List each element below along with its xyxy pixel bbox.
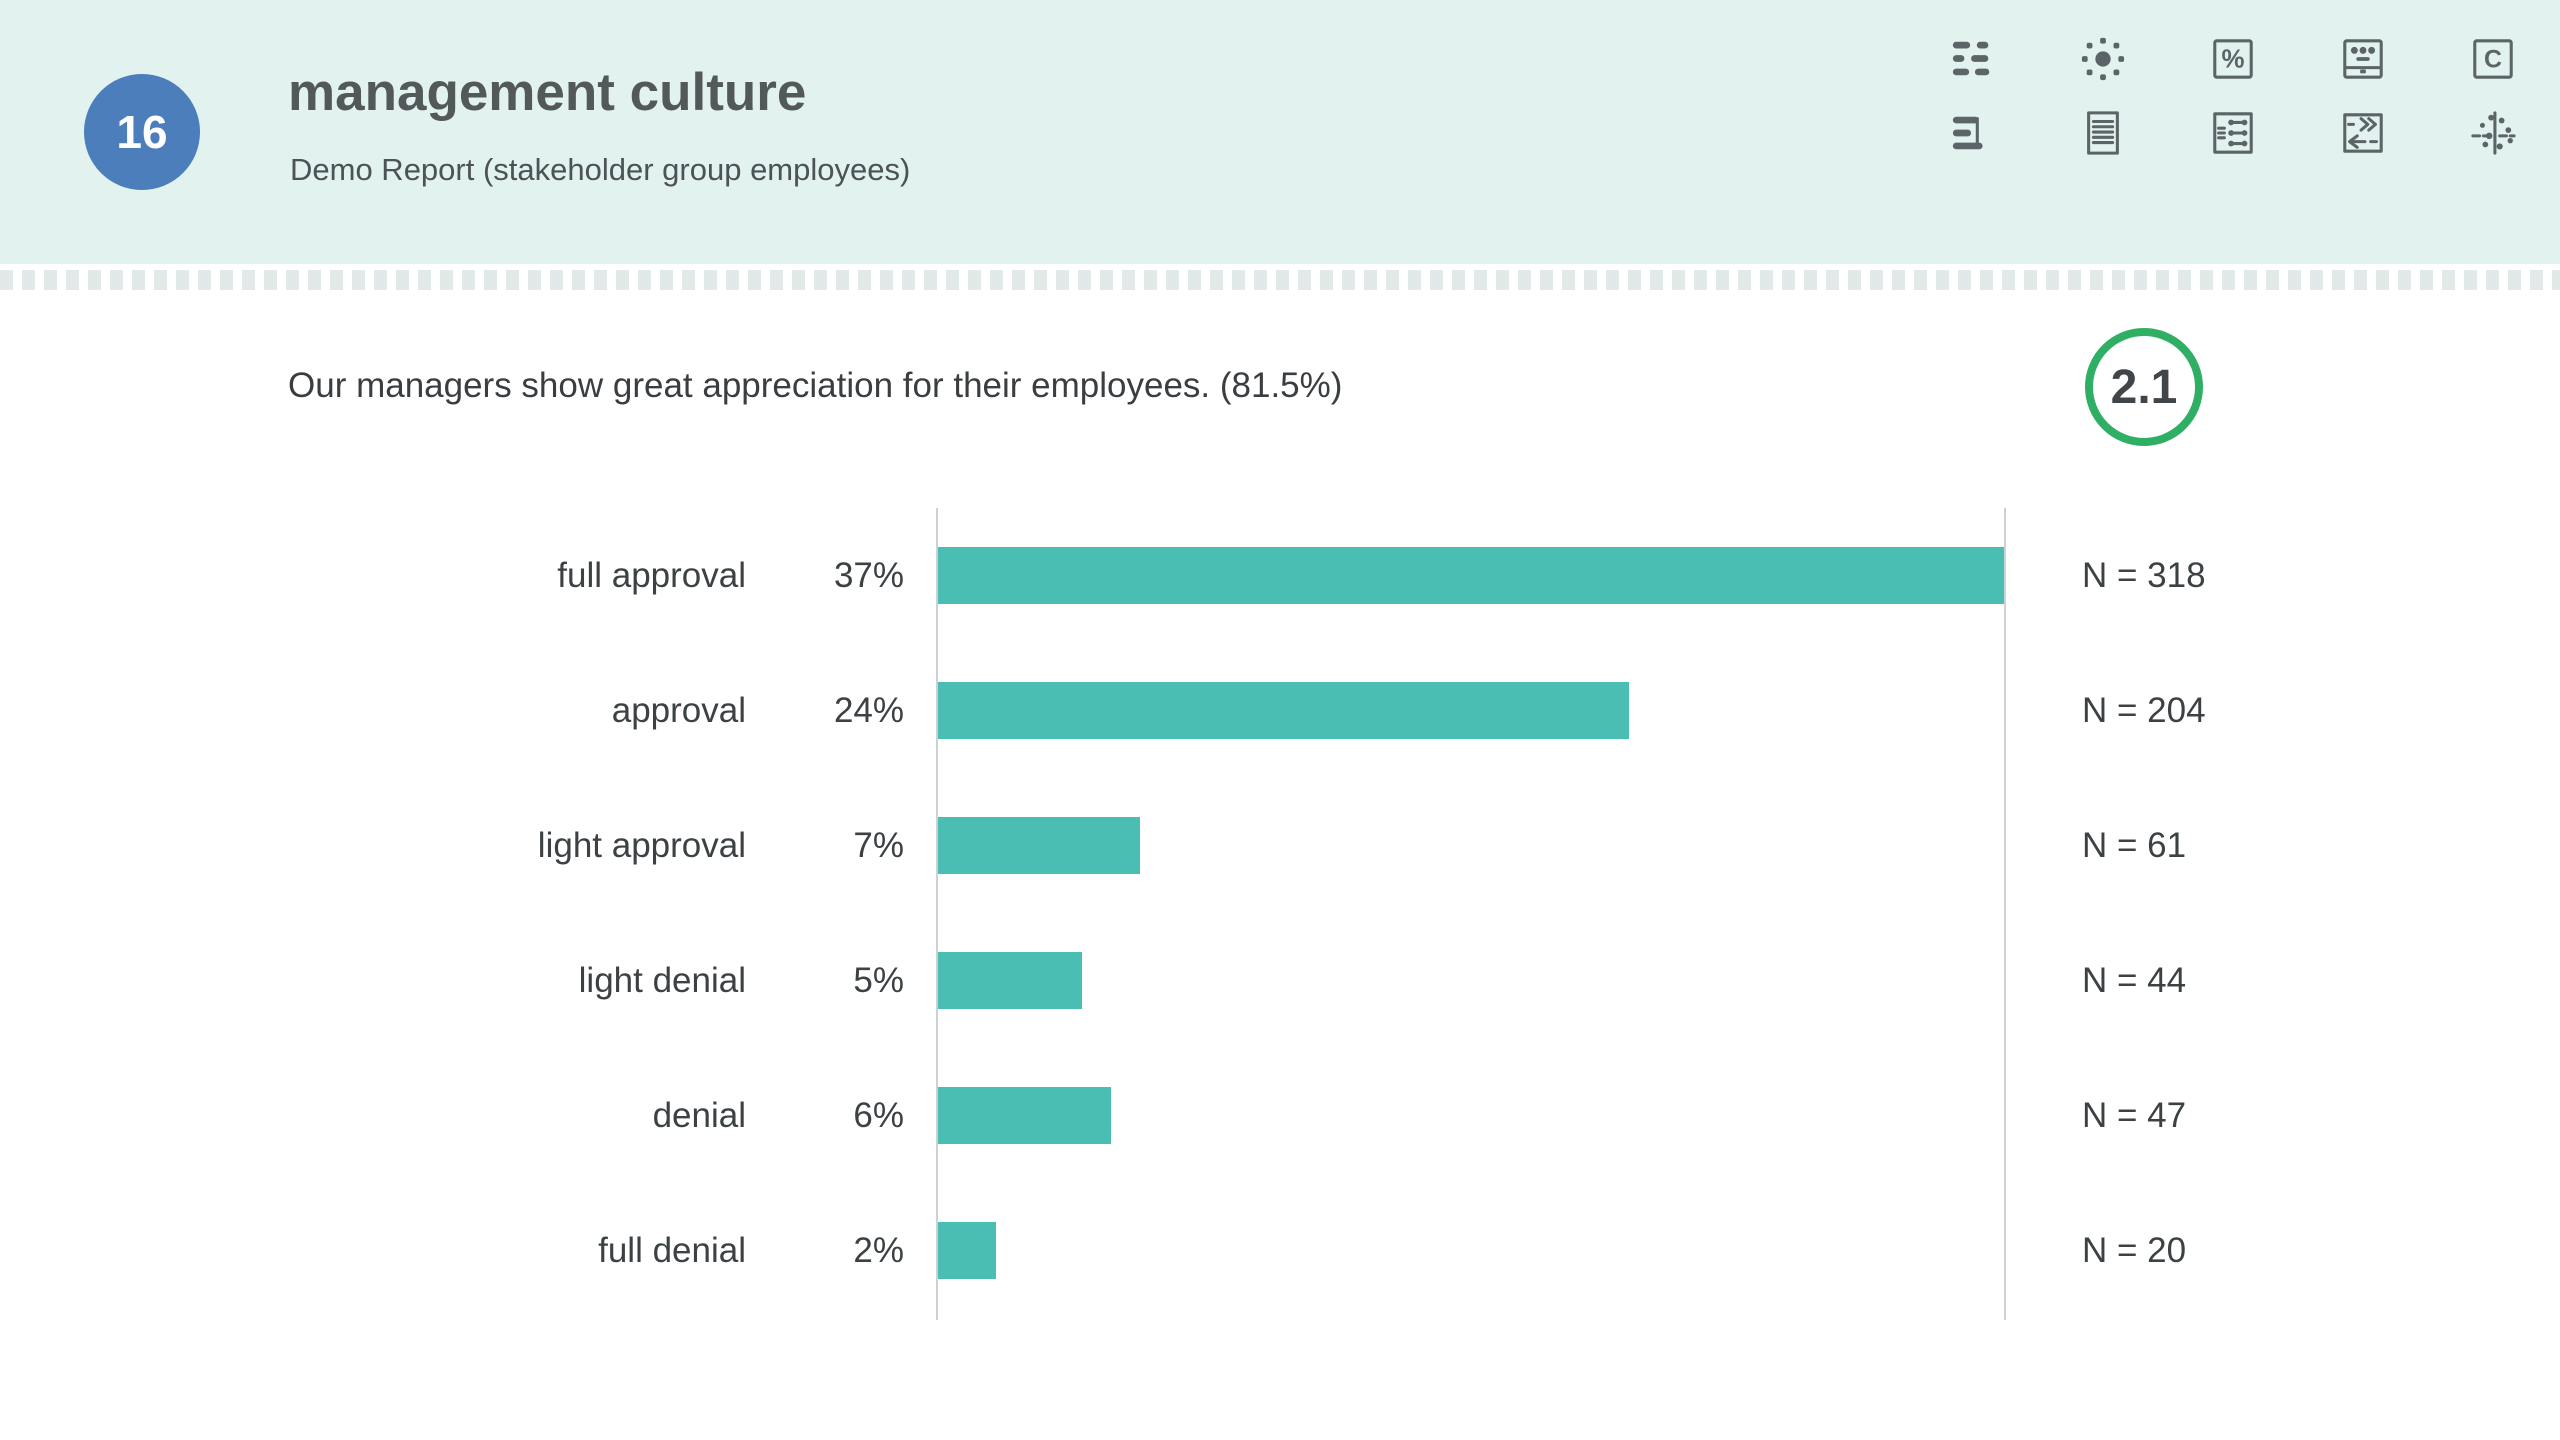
n-label: N = 61: [2082, 826, 2187, 865]
percent-label: 5%: [853, 961, 904, 1000]
n-label: N = 47: [2082, 1096, 2187, 1135]
bar: [938, 1087, 1111, 1144]
percent-label: 7%: [853, 826, 904, 865]
chart-row: light approval 7% N = 61: [0, 778, 2560, 913]
score-value: 2.1: [2110, 360, 2178, 414]
bar-area: [938, 508, 2004, 643]
percent-label: 2%: [853, 1231, 904, 1270]
right-axis-line: [2004, 508, 2006, 1320]
bar-area: [938, 778, 2004, 913]
bar-area: [938, 913, 2004, 1048]
legend-rows-icon[interactable]: [1950, 36, 1996, 82]
page-header: 16 management culture Demo Report (stake…: [0, 0, 2560, 264]
category-label: light approval: [537, 826, 746, 865]
percent-label: 37%: [833, 556, 904, 595]
percent-label: 6%: [853, 1096, 904, 1135]
score-badge: 2.1: [2085, 328, 2203, 446]
n-label: N = 204: [2082, 691, 2206, 730]
bar: [938, 952, 1083, 1009]
bar-chart: full approval 37% N = 318 approval 24% N…: [0, 508, 2560, 1320]
chart-row: approval 24% N = 204: [0, 643, 2560, 778]
sun-chart-icon[interactable]: [2080, 36, 2126, 82]
bar: [938, 547, 2004, 604]
n-label: N = 44: [2082, 961, 2187, 1000]
chart-row: denial 6% N = 47: [0, 1048, 2560, 1183]
category-label: full approval: [557, 556, 746, 595]
n-label: N = 318: [2082, 556, 2206, 595]
chart-row: full denial 2% N = 20: [0, 1183, 2560, 1318]
question-text: Our managers show great appreciation for…: [288, 366, 1343, 405]
hbar-chart-icon[interactable]: [1950, 110, 1996, 156]
document-icon[interactable]: [2080, 110, 2126, 156]
matrix-profile-icon[interactable]: [2210, 110, 2256, 156]
svg-text:C: C: [2484, 46, 2502, 74]
percent-label: 24%: [833, 691, 904, 730]
category-label: denial: [652, 1096, 746, 1135]
bar: [938, 817, 1140, 874]
category-label: approval: [611, 691, 746, 730]
left-axis-line: [936, 508, 938, 1320]
toolbar: % C: [1950, 36, 2516, 156]
letter-c-icon[interactable]: C: [2470, 36, 2516, 82]
page-number-badge: 16: [84, 74, 200, 190]
category-label: light denial: [578, 961, 746, 1000]
bar-area: [938, 643, 2004, 778]
scatter-plot-icon[interactable]: [2470, 110, 2516, 156]
svg-text:%: %: [2222, 46, 2245, 74]
page-number: 16: [116, 106, 168, 158]
bar: [938, 1222, 996, 1279]
percent-icon[interactable]: %: [2210, 36, 2256, 82]
bar-area: [938, 1048, 2004, 1183]
header-dashed-separator: [0, 270, 2560, 290]
chart-row: full approval 37% N = 318: [0, 508, 2560, 643]
page-subtitle: Demo Report (stakeholder group employees…: [290, 152, 911, 187]
category-label: full denial: [598, 1231, 746, 1270]
compare-arrows-icon[interactable]: [2340, 110, 2386, 156]
page-title: management culture: [288, 63, 807, 122]
bar: [938, 682, 1630, 739]
mean-display-icon[interactable]: [2340, 36, 2386, 82]
bar-area: [938, 1183, 2004, 1318]
chart-row: light denial 5% N = 44: [0, 913, 2560, 1048]
n-label: N = 20: [2082, 1231, 2187, 1270]
